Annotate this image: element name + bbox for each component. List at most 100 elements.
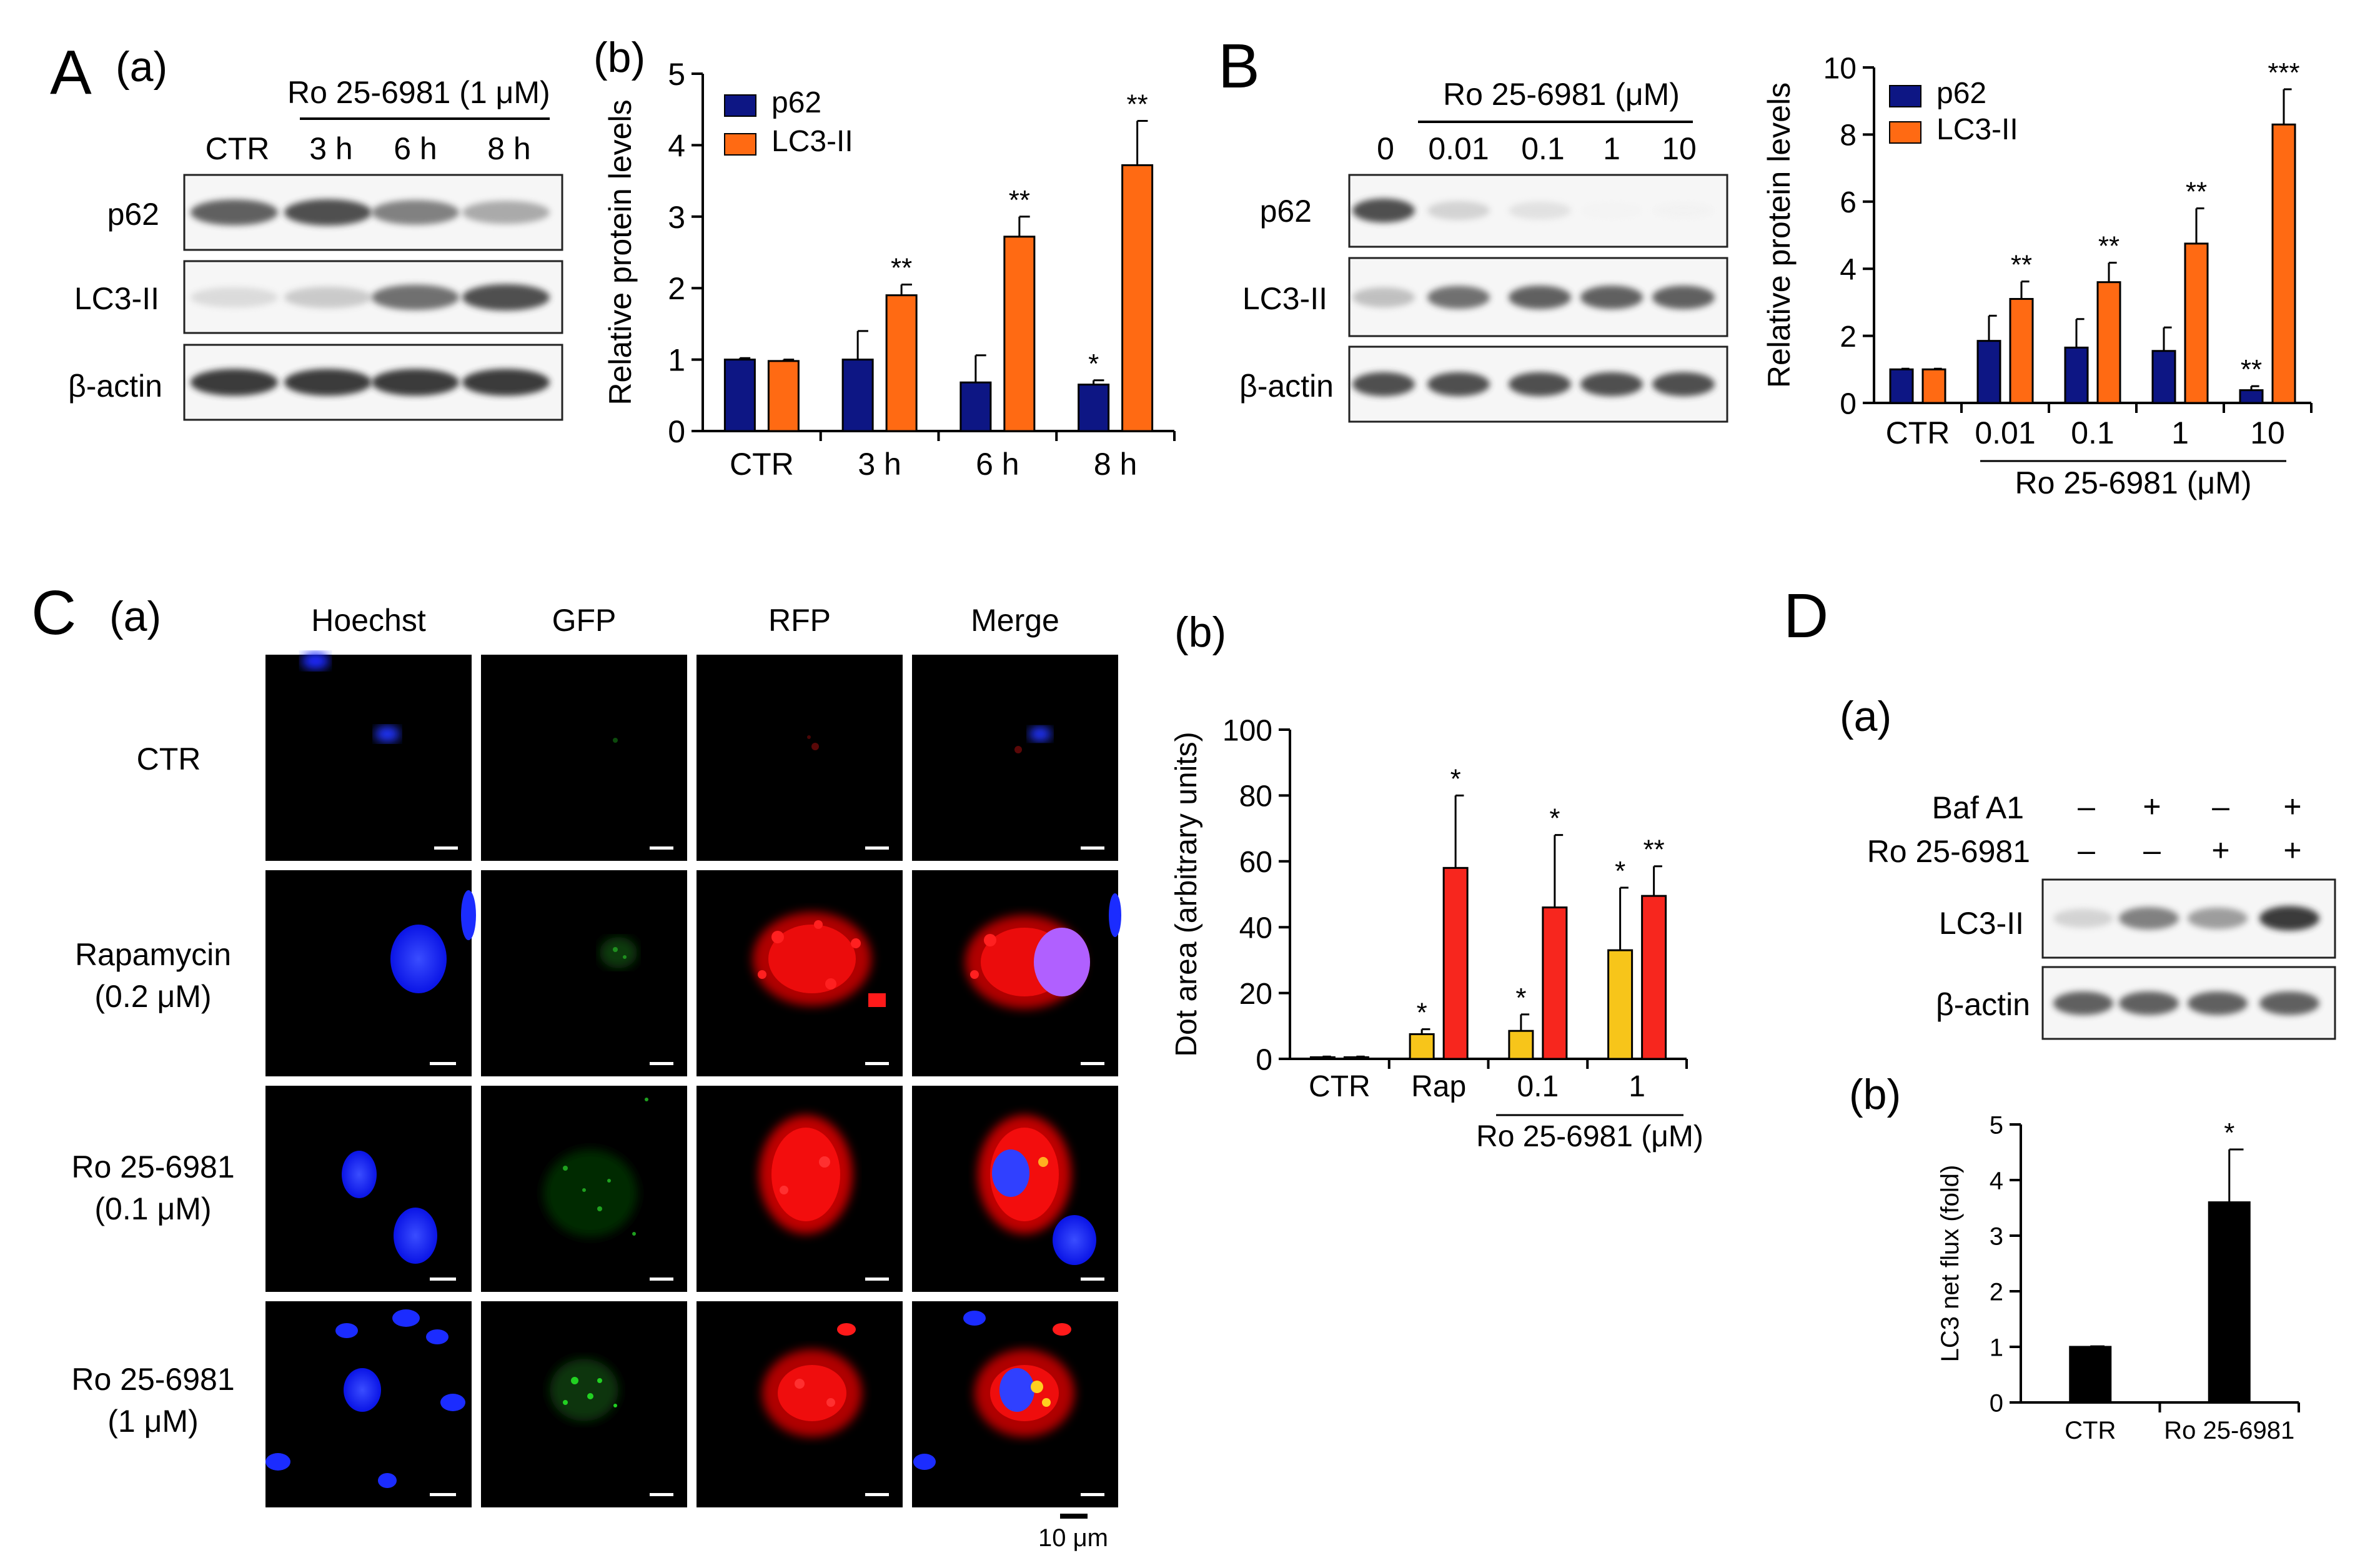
band-A-2-3 [462, 369, 550, 396]
chartA-category-1: 3 h [858, 447, 901, 482]
panel-b: B Ro 25-6981 (μM) 0 0.01 0.1 1 10 p62 LC… [1218, 31, 2313, 500]
chartC-category-1: Rap [1411, 1070, 1466, 1103]
chart-a-b: 0 1 2 3 4 5 Relative protein levels CTR 3 h ** 6 h… [603, 57, 1176, 482]
chartC-ytick-label-4: 80 [1239, 780, 1272, 813]
chartB-bar-1-4 [2271, 123, 2296, 404]
chartA-bar-1-1 [885, 294, 918, 432]
chartD-ytick-label-4: 4 [1990, 1167, 2003, 1194]
chartB-bar-1-2 [2096, 281, 2121, 404]
micrograph-ro1-merge [912, 1301, 1118, 1507]
chartB-ytick-label-2: 4 [1840, 253, 1857, 286]
chartB-category-2: 0.1 [2071, 415, 2115, 450]
band-A-1-0 [191, 287, 278, 308]
micrograph-ctr-merge [912, 655, 1118, 861]
panel-b-row-p62: p62 [1260, 194, 1312, 229]
panel-b-treatment-label: Ro 25-6981 (μM) [1443, 77, 1680, 112]
condition-ro-1: Ro 25-6981 [71, 1362, 234, 1397]
panel-a-lane-6h: 6 h [394, 131, 437, 166]
condition-rapamycin-dose: (0.2 μM) [94, 979, 211, 1014]
micrograph-ro1-gfp [481, 1301, 687, 1507]
band-A-2-1 [284, 369, 372, 396]
chartB-sig-1-2: ** [2098, 231, 2120, 262]
micrograph-ro01-merge [912, 1086, 1118, 1292]
mark-0-3: + [2283, 789, 2301, 824]
band-A-0-0 [191, 199, 278, 226]
panel-a-lane-8h: 8 h [487, 131, 531, 166]
mark-1-0: – [2078, 833, 2095, 868]
panel-d-subpanel-b: (b) [1849, 1071, 1901, 1118]
chartA-bar-1-3 [1121, 164, 1154, 432]
scale-bar-label: 10 μm [1038, 1524, 1108, 1552]
chartC-bar-1-3 [1641, 895, 1667, 1060]
panel-b-lane-0: 0 [1377, 131, 1394, 166]
band-B-1-4 [1652, 285, 1715, 309]
chartC-sig-1-2: * [1549, 803, 1560, 834]
chartC-sig-1-1: * [1450, 763, 1461, 794]
chartA-bar-1-0 [767, 360, 800, 432]
chartC-bar-0-2 [1508, 1030, 1534, 1060]
chart-c-b: 0 20 40 60 80 100 Dot area (arbitrary units) CT… [1170, 714, 1703, 1153]
chartB-legend-swatch-0 [1889, 85, 1921, 107]
condition-rapamycin: Rapamycin [75, 937, 231, 972]
chartA-ytick-label-2: 2 [668, 271, 685, 306]
chartD-ytick-label-3: 3 [1990, 1223, 2003, 1250]
band-B-0-0 [1352, 198, 1415, 223]
panel-d: D (a) Baf A1 Ro 25-6981 – + – +– – + + LC3-II … [1783, 581, 2336, 1444]
band-B-2-3 [1580, 372, 1643, 397]
micrograph-rapamycin-hoechst [265, 870, 476, 1076]
micrograph-grid [265, 652, 1121, 1507]
chartA-category-2: 6 h [976, 447, 1019, 482]
mark-0-1: + [2143, 789, 2161, 824]
mark-1-3: + [2283, 833, 2301, 868]
mark-1-1: – [2143, 833, 2161, 868]
chartA-sig-1-2: ** [1009, 185, 1030, 216]
band-D-1-2 [2188, 991, 2248, 1015]
chartB-ytick-label-1: 2 [1840, 320, 1857, 354]
chartD-ytick-label-2: 2 [1990, 1278, 2003, 1306]
panel-d-letter: D [1783, 581, 1828, 651]
band-A-2-0 [191, 369, 278, 396]
panel-a-lane-ctr: CTR [206, 131, 270, 166]
condition-ro-01: Ro 25-6981 [71, 1149, 234, 1184]
channel-merge: Merge [971, 603, 1059, 638]
chartB-legend-label-1: LC3-II [1936, 113, 2018, 146]
band-B-0-2 [1509, 201, 1571, 220]
chartA-ytick-label-3: 3 [668, 200, 685, 235]
chartA-sig-1-3: ** [1127, 89, 1148, 120]
chartB-category-4: 10 [2250, 415, 2285, 450]
panel-a-row-lc3: LC3-II [74, 281, 159, 316]
chartB-category-0: CTR [1886, 415, 1950, 450]
band-B-1-1 [1427, 285, 1490, 309]
band-A-0-3 [462, 201, 550, 224]
condition-ro-label: Ro 25-6981 [1867, 834, 2030, 869]
chartA-bar-0-1 [841, 359, 874, 432]
panel-a-letter: A [50, 37, 92, 107]
chartA-ytick-label-0: 0 [668, 414, 685, 449]
chartC-bar-1-1 [1442, 866, 1469, 1060]
chartB-category-3: 1 [2171, 415, 2189, 450]
mark-1-2: + [2211, 833, 2229, 868]
channel-rfp: RFP [768, 603, 831, 638]
band-B-0-1 [1427, 201, 1490, 221]
band-D-0-0 [2053, 908, 2113, 928]
chartC-ylabel: Dot area (arbitrary units) [1170, 732, 1203, 1056]
chartC-category-0: CTR [1309, 1070, 1371, 1103]
band-A-0-2 [372, 200, 459, 225]
chartB-bar-0-3 [2151, 350, 2176, 404]
chartD-ylabel: LC3 net flux (fold) [1936, 1165, 1964, 1362]
chartC-sig-0-2: * [1515, 983, 1526, 1013]
chartB-bar-0-1 [1976, 340, 2001, 404]
panel-a-row-actin: β-actin [68, 369, 162, 404]
condition-ro-01-dose: (0.1 μM) [94, 1191, 211, 1226]
mark-0-0: – [2078, 789, 2095, 824]
condition-baf-label: Baf A1 [1932, 790, 2024, 825]
band-D-0-2 [2188, 907, 2248, 930]
band-A-0-1 [284, 199, 372, 226]
chartA-ytick-label-1: 1 [668, 343, 685, 378]
panel-c-subpanel-b: (b) [1174, 608, 1226, 656]
micrograph-rapamycin-merge [912, 870, 1121, 1076]
chartA-legend-label-0: p62 [771, 86, 821, 119]
chartD-ytick-label-1: 1 [1990, 1334, 2003, 1361]
scale-bar [1060, 1514, 1088, 1519]
band-D-1-1 [2119, 991, 2179, 1015]
